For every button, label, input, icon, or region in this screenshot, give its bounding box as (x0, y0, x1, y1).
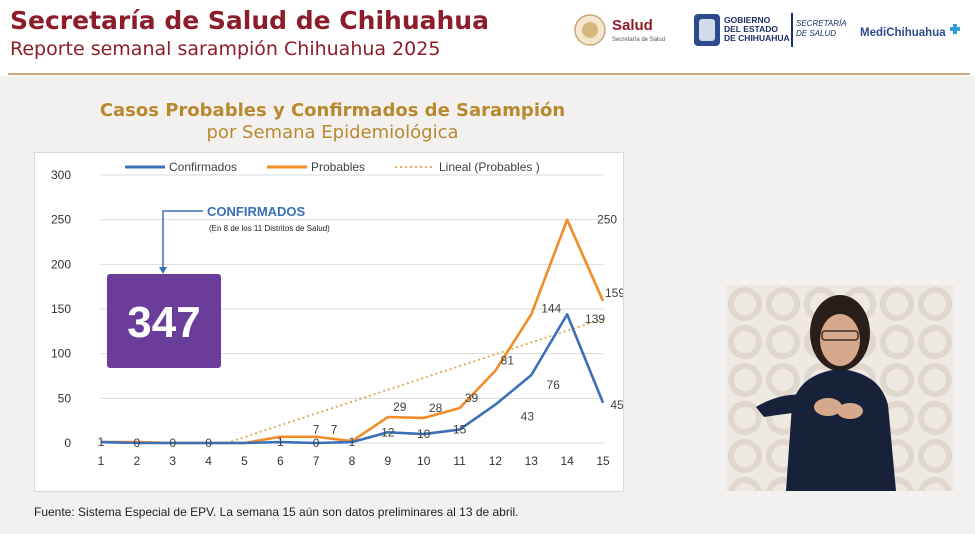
x-axis-ticks: 1 2 3 4 5 6 7 8 9 10 11 12 13 14 15 (98, 454, 610, 468)
y-tick-label: 0 (64, 436, 71, 450)
chart-title: Casos Probables y Confirmados de Sarampi… (99, 100, 566, 121)
data-label: 81 (501, 354, 515, 368)
data-label: 12 (381, 425, 395, 439)
confirmados-annotation: CONFIRMADOS (En 8 de los 11 Distritos de… (107, 204, 330, 368)
x-tick-label: 3 (169, 454, 176, 468)
x-tick-label: 4 (205, 454, 212, 468)
annotation-note: (En 8 de los 11 Distritos de Salud) (209, 224, 330, 233)
gobierno-logo-text: GOBIERNO DEL ESTADO DE CHIHUAHUA (724, 15, 790, 43)
page-title: Secretaría de Salud de Chihuahua (10, 6, 489, 35)
sign-language-interpreter-video (726, 285, 954, 491)
series-line-confirmados (100, 313, 605, 445)
data-labels: 1 0 0 0 1 07 711229102815394381761441392501594… (98, 213, 626, 450)
data-label: 1 (349, 435, 356, 449)
data-label: 10 (417, 427, 431, 441)
secretaria-logo-text: SECRETARÍA DE SALUD (796, 19, 847, 38)
x-tick-label: 7 (313, 454, 320, 468)
y-tick-label: 300 (51, 168, 71, 182)
salud-logo: Salud Secretaría de Salud (574, 14, 665, 46)
data-label: 144 (541, 301, 561, 315)
gobierno-logo: GOBIERNO DEL ESTADO DE CHIHUAHUA SECRETARÍ… (694, 13, 847, 47)
x-tick-label: 15 (596, 454, 610, 468)
annotation-label: CONFIRMADOS (207, 204, 306, 219)
salud-logo-subtext: Secretaría de Salud (612, 37, 665, 43)
data-label: 0 (169, 436, 176, 450)
header-divider (8, 73, 970, 75)
source-note: Fuente: Sistema Especial de EPV. La sema… (34, 505, 519, 519)
interpreter-image (726, 285, 954, 491)
data-label: 139 (585, 312, 605, 326)
y-tick-label: 250 (51, 213, 71, 227)
data-label: 0 (134, 436, 141, 450)
x-tick-label: 2 (134, 454, 141, 468)
x-tick-label: 10 (417, 454, 431, 468)
y-tick-label: 200 (51, 257, 71, 271)
total-cases-box (107, 274, 221, 368)
trendline-probables (226, 317, 604, 444)
data-label: 250 (597, 213, 617, 227)
data-label: 76 (547, 378, 561, 392)
medichihuahua-logo: MediChihuahua (860, 24, 960, 39)
x-tick-label: 13 (525, 454, 539, 468)
data-label: 43 (521, 410, 535, 424)
data-label: 29 (393, 400, 407, 414)
y-axis-ticks: 0 50 100 150 200 250 300 (51, 168, 71, 450)
data-label: 39 (465, 391, 479, 405)
salud-logo-text: Salud (612, 17, 653, 34)
medi-logo-text: MediChihuahua (860, 27, 946, 39)
chart-subtitle: por Semana Epidemiológica (206, 122, 459, 143)
x-tick-label: 1 (98, 454, 105, 468)
x-tick-label: 5 (241, 454, 248, 468)
x-tick-label: 11 (453, 454, 466, 468)
data-label: 7 (331, 423, 338, 437)
data-label: 15 (453, 423, 467, 437)
series-lines (100, 218, 605, 445)
annotation-connector (162, 210, 203, 271)
legend: Confirmados Probables Lineal (Probables ) (125, 160, 540, 174)
page-subtitle: Reporte semanal sarampión Chihuahua 2025 (10, 38, 441, 60)
data-label: 1 (98, 435, 105, 449)
annotation-arrow-icon (159, 267, 167, 274)
x-tick-label: 14 (560, 454, 574, 468)
data-label: 7 (313, 423, 320, 437)
legend-label: Lineal (Probables ) (439, 160, 540, 174)
legend-label: Probables (311, 160, 365, 174)
y-tick-label: 100 (51, 347, 71, 361)
medical-cross-icon (950, 24, 960, 34)
y-tick-label: 50 (58, 391, 72, 405)
x-tick-label: 6 (277, 454, 284, 468)
header: Secretaría de Salud de Chihuahua Reporte… (0, 0, 975, 76)
chart-panel: 0 50 100 150 200 250 300 1 2 3 4 5 6 7 8 9 10 11 12 13 14 15… (34, 152, 626, 492)
data-label: 1 (277, 435, 284, 449)
data-label: 0 (205, 436, 212, 450)
data-label: 28 (429, 401, 443, 415)
data-label: 45 (610, 398, 623, 412)
y-tick-label: 150 (51, 302, 71, 316)
total-cases-value: 347 (127, 298, 200, 347)
x-tick-label: 9 (385, 454, 392, 468)
x-tick-label: 8 (349, 454, 356, 468)
legend-label: Confirmados (169, 160, 237, 174)
data-label: 0 (313, 436, 320, 450)
data-label: 159 (605, 286, 623, 300)
x-tick-label: 12 (489, 454, 503, 468)
